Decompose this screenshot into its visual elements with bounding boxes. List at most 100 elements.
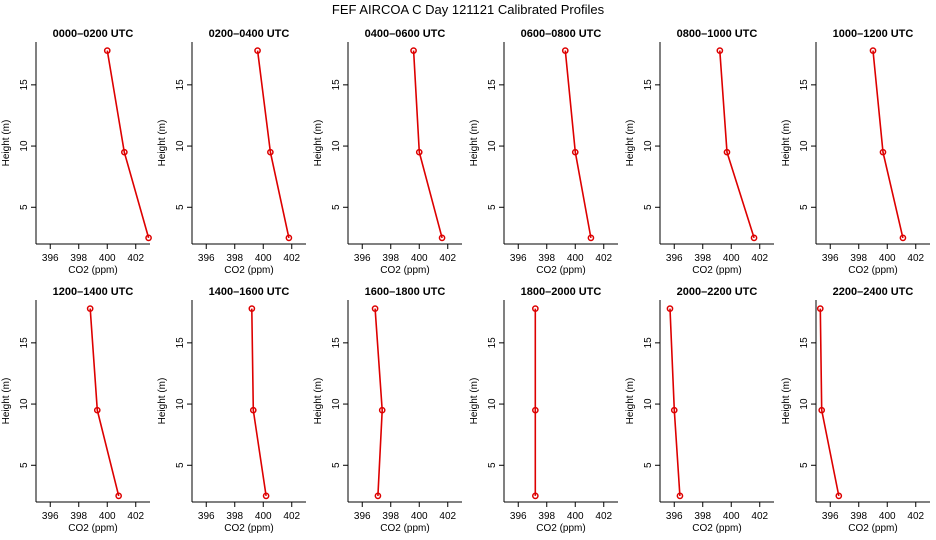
data-point [816,305,824,312]
y-axis-label: Height (m) [469,120,480,167]
x-tick-label: 398 [70,511,87,522]
x-tick-label: 398 [538,511,555,522]
data-point [723,148,731,156]
data-point [93,406,101,414]
data-point [410,47,417,54]
x-tick-label: 398 [382,253,399,264]
data-point [86,305,94,312]
x-tick-label: 400 [567,511,584,522]
panel-title: 2200–2400 UTC [833,286,914,298]
data-point [249,406,257,414]
data-point [571,148,579,156]
x-tick-label: 400 [411,511,428,522]
x-tick-label: 400 [411,253,428,264]
y-tick-label: 15 [799,337,810,349]
x-tick-label: 402 [283,511,300,522]
data-point [670,406,678,414]
x-axis-label: CO2 (ppm) [848,523,897,534]
y-tick-label: 5 [175,462,186,468]
x-tick-label: 396 [510,253,527,264]
y-tick-label: 15 [19,79,30,91]
x-tick-label: 396 [42,253,59,264]
x-axis-label: CO2 (ppm) [68,265,117,276]
data-point [254,47,261,54]
profile-line [412,50,443,239]
panel-title: 0200–0400 UTC [209,28,290,40]
data-point [561,47,569,54]
x-axis-label: CO2 (ppm) [380,265,429,276]
x-tick-label: 402 [439,253,456,264]
data-point [899,234,907,242]
y-tick-label: 15 [19,337,30,349]
x-tick-label: 400 [879,253,896,264]
data-point [438,234,446,242]
data-point [532,305,539,312]
chart-panel-4: 0600–0800 UTC 396 398 400 402 5 10 15 CO2 (ppm) H… [469,28,618,276]
x-tick-label: 398 [694,511,711,522]
y-tick-label: 5 [643,204,654,210]
x-axis-label: CO2 (ppm) [692,265,741,276]
y-tick-label: 10 [175,140,186,152]
x-axis-label: CO2 (ppm) [536,523,585,534]
x-tick-label: 400 [723,253,740,264]
x-axis-label: CO2 (ppm) [692,523,741,534]
y-tick-label: 15 [331,337,342,349]
panel-title: 2000–2200 UTC [677,286,758,298]
chart-panel-1: 0000–0200 UTC 396 398 400 402 5 10 15 CO2 (ppm) H… [1,28,152,276]
data-point [818,406,826,414]
y-tick-label: 15 [331,79,342,91]
x-tick-label: 396 [354,511,371,522]
y-axis-label: Height (m) [1,120,12,167]
y-axis-label: Height (m) [157,120,168,167]
x-tick-label: 400 [99,511,116,522]
x-axis-label: CO2 (ppm) [224,523,273,534]
data-point [869,47,877,54]
x-tick-label: 402 [751,511,768,522]
chart-panel-8: 1400–1600 UTC 396 398 400 402 5 10 15 CO2 (ppm) H… [157,286,306,534]
y-axis-label: Height (m) [469,378,480,425]
y-tick-label: 15 [799,79,810,91]
x-tick-label: 402 [751,253,768,264]
x-tick-label: 396 [666,253,683,264]
profile-line [564,50,592,239]
y-tick-label: 10 [799,398,810,410]
profile-line [669,308,681,496]
y-tick-label: 5 [487,204,498,210]
x-tick-label: 400 [255,511,272,522]
panel-title: 1400–1600 UTC [209,286,290,298]
panel-title: 1200–1400 UTC [53,286,134,298]
y-tick-label: 10 [19,398,30,410]
x-tick-label: 398 [538,253,555,264]
profile-line [374,308,384,496]
x-tick-label: 402 [127,253,144,264]
x-tick-label: 398 [850,511,867,522]
data-point [103,47,111,54]
data-point [587,234,595,242]
y-axis-label: Height (m) [313,120,324,167]
chart-panel-5: 0800–1000 UTC 396 398 400 402 5 10 15 CO2 (ppm) H… [625,28,774,276]
x-tick-label: 396 [198,253,215,264]
data-point [532,406,539,414]
x-tick-label: 402 [127,511,144,522]
x-tick-label: 402 [439,511,456,522]
data-point [374,492,382,500]
y-tick-label: 10 [799,140,810,152]
y-tick-label: 5 [175,204,186,210]
y-axis-label: Height (m) [781,120,792,167]
x-tick-label: 396 [354,253,371,264]
data-point [666,305,674,312]
y-tick-label: 5 [799,462,810,468]
profile-line [819,308,840,497]
y-tick-label: 10 [643,140,654,152]
data-point [121,148,128,156]
panel-title: 0000–0200 UTC [53,28,134,40]
x-tick-label: 400 [723,511,740,522]
panel-title: 1000–1200 UTC [833,28,914,40]
x-tick-label: 400 [99,253,116,264]
panel-title: 1600–1800 UTC [365,286,446,298]
data-point [267,148,274,156]
y-tick-label: 10 [487,140,498,152]
data-point [145,234,152,242]
profile-line [719,50,755,239]
